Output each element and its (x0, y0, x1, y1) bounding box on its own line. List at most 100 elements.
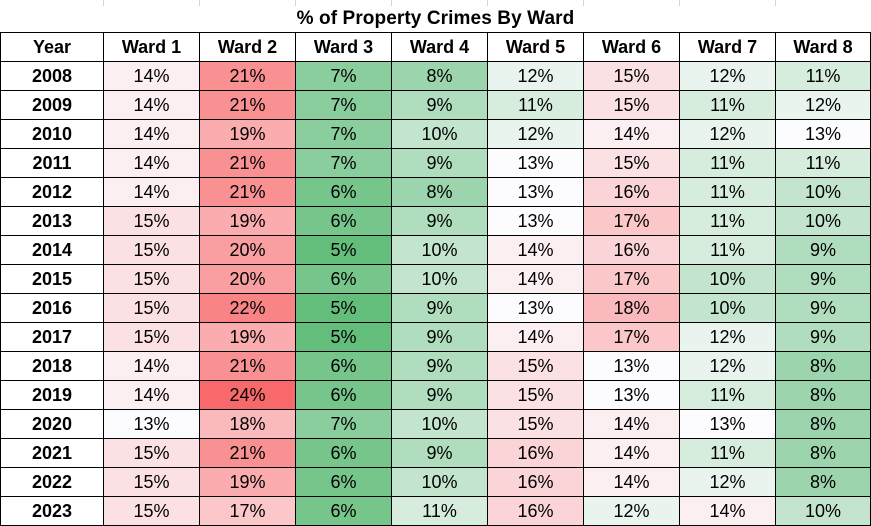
year-cell[interactable]: 2023 (0, 496, 104, 526)
heat-cell-ward-2[interactable]: 19% (199, 206, 296, 236)
heat-cell-ward-6[interactable]: 17% (583, 264, 680, 294)
heat-cell-ward-4[interactable]: 11% (391, 496, 488, 526)
heat-cell-ward-5[interactable]: 13% (487, 148, 584, 178)
heat-cell-ward-3[interactable]: 7% (295, 90, 392, 120)
heat-cell-ward-3[interactable]: 6% (295, 351, 392, 381)
heat-cell-ward-2[interactable]: 17% (199, 496, 296, 526)
heat-cell-ward-2[interactable]: 19% (199, 322, 296, 352)
heat-cell-ward-1[interactable]: 15% (103, 206, 200, 236)
heat-cell-ward-1[interactable]: 13% (103, 409, 200, 439)
heat-cell-ward-1[interactable]: 15% (103, 322, 200, 352)
heat-cell-ward-6[interactable]: 17% (583, 322, 680, 352)
heat-cell-ward-8[interactable]: 8% (775, 409, 871, 439)
heat-cell-ward-1[interactable]: 14% (103, 351, 200, 381)
heat-cell-ward-5[interactable]: 13% (487, 293, 584, 323)
heat-cell-ward-2[interactable]: 21% (199, 438, 296, 468)
heat-cell-ward-6[interactable]: 14% (583, 119, 680, 149)
heat-cell-ward-8[interactable]: 9% (775, 235, 871, 265)
heat-cell-ward-1[interactable]: 14% (103, 380, 200, 410)
year-cell[interactable]: 2016 (0, 293, 104, 323)
heat-cell-ward-1[interactable]: 14% (103, 177, 200, 207)
heat-cell-ward-4[interactable]: 9% (391, 438, 488, 468)
heat-cell-ward-8[interactable]: 8% (775, 380, 871, 410)
column-header-2[interactable]: Ward 2 (199, 32, 296, 62)
heat-cell-ward-1[interactable]: 15% (103, 438, 200, 468)
heat-cell-ward-7[interactable]: 12% (679, 351, 776, 381)
heat-cell-ward-3[interactable]: 6% (295, 438, 392, 468)
heat-cell-ward-6[interactable]: 18% (583, 293, 680, 323)
heat-cell-ward-5[interactable]: 13% (487, 206, 584, 236)
heat-cell-ward-7[interactable]: 13% (679, 409, 776, 439)
year-cell[interactable]: 2019 (0, 380, 104, 410)
heat-cell-ward-4[interactable]: 9% (391, 148, 488, 178)
year-cell[interactable]: 2011 (0, 148, 104, 178)
heat-cell-ward-6[interactable]: 12% (583, 496, 680, 526)
heat-cell-ward-3[interactable]: 5% (295, 322, 392, 352)
heat-cell-ward-4[interactable]: 9% (391, 322, 488, 352)
heat-cell-ward-5[interactable]: 11% (487, 90, 584, 120)
heat-cell-ward-4[interactable]: 9% (391, 90, 488, 120)
heat-cell-ward-7[interactable]: 12% (679, 322, 776, 352)
heat-cell-ward-1[interactable]: 15% (103, 293, 200, 323)
heat-cell-ward-5[interactable]: 15% (487, 409, 584, 439)
heat-cell-ward-2[interactable]: 20% (199, 235, 296, 265)
heat-cell-ward-8[interactable]: 8% (775, 438, 871, 468)
heat-cell-ward-5[interactable]: 14% (487, 322, 584, 352)
heat-cell-ward-5[interactable]: 16% (487, 438, 584, 468)
year-cell[interactable]: 2018 (0, 351, 104, 381)
heat-cell-ward-5[interactable]: 15% (487, 380, 584, 410)
column-header-8[interactable]: Ward 8 (775, 32, 871, 62)
heat-cell-ward-6[interactable]: 13% (583, 380, 680, 410)
heat-cell-ward-7[interactable]: 12% (679, 467, 776, 497)
heat-cell-ward-2[interactable]: 21% (199, 90, 296, 120)
column-header-4[interactable]: Ward 4 (391, 32, 488, 62)
heat-cell-ward-6[interactable]: 13% (583, 351, 680, 381)
heat-cell-ward-4[interactable]: 8% (391, 177, 488, 207)
column-header-6[interactable]: Ward 6 (583, 32, 680, 62)
heat-cell-ward-1[interactable]: 14% (103, 119, 200, 149)
heat-cell-ward-8[interactable]: 9% (775, 264, 871, 294)
heat-cell-ward-6[interactable]: 17% (583, 206, 680, 236)
heat-cell-ward-3[interactable]: 6% (295, 467, 392, 497)
heat-cell-ward-5[interactable]: 12% (487, 119, 584, 149)
heat-cell-ward-8[interactable]: 10% (775, 206, 871, 236)
heat-cell-ward-3[interactable]: 5% (295, 293, 392, 323)
heat-cell-ward-8[interactable]: 13% (775, 119, 871, 149)
heat-cell-ward-7[interactable]: 11% (679, 148, 776, 178)
heat-cell-ward-2[interactable]: 19% (199, 467, 296, 497)
heat-cell-ward-4[interactable]: 8% (391, 61, 488, 91)
heat-cell-ward-7[interactable]: 11% (679, 235, 776, 265)
heat-cell-ward-3[interactable]: 6% (295, 177, 392, 207)
heat-cell-ward-4[interactable]: 9% (391, 293, 488, 323)
heat-cell-ward-6[interactable]: 15% (583, 90, 680, 120)
year-cell[interactable]: 2015 (0, 264, 104, 294)
heat-cell-ward-5[interactable]: 12% (487, 61, 584, 91)
heat-cell-ward-4[interactable]: 10% (391, 119, 488, 149)
heat-cell-ward-6[interactable]: 14% (583, 438, 680, 468)
heat-cell-ward-4[interactable]: 10% (391, 235, 488, 265)
column-header-1[interactable]: Ward 1 (103, 32, 200, 62)
heat-cell-ward-5[interactable]: 16% (487, 496, 584, 526)
heat-cell-ward-7[interactable]: 11% (679, 438, 776, 468)
heat-cell-ward-3[interactable]: 7% (295, 148, 392, 178)
heat-cell-ward-6[interactable]: 16% (583, 177, 680, 207)
heat-cell-ward-8[interactable]: 11% (775, 148, 871, 178)
heat-cell-ward-7[interactable]: 14% (679, 496, 776, 526)
heat-cell-ward-7[interactable]: 11% (679, 206, 776, 236)
heat-cell-ward-3[interactable]: 6% (295, 380, 392, 410)
year-cell[interactable]: 2012 (0, 177, 104, 207)
heat-cell-ward-7[interactable]: 10% (679, 264, 776, 294)
year-column-header[interactable]: Year (0, 32, 104, 62)
heat-cell-ward-6[interactable]: 15% (583, 148, 680, 178)
heat-cell-ward-6[interactable]: 16% (583, 235, 680, 265)
heat-cell-ward-3[interactable]: 6% (295, 206, 392, 236)
heat-cell-ward-7[interactable]: 12% (679, 119, 776, 149)
heat-cell-ward-4[interactable]: 10% (391, 467, 488, 497)
heat-cell-ward-2[interactable]: 21% (199, 351, 296, 381)
heat-cell-ward-5[interactable]: 15% (487, 351, 584, 381)
heat-cell-ward-2[interactable]: 24% (199, 380, 296, 410)
heat-cell-ward-4[interactable]: 9% (391, 351, 488, 381)
heat-cell-ward-2[interactable]: 19% (199, 119, 296, 149)
heat-cell-ward-3[interactable]: 5% (295, 235, 392, 265)
heat-cell-ward-5[interactable]: 13% (487, 177, 584, 207)
